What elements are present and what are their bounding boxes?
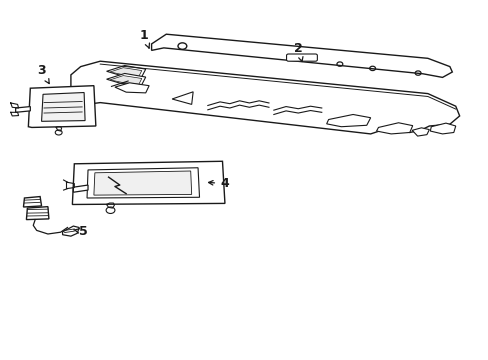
Polygon shape (41, 93, 85, 121)
Polygon shape (23, 197, 41, 207)
Polygon shape (376, 123, 412, 134)
Text: 5: 5 (74, 225, 88, 238)
Polygon shape (429, 123, 455, 134)
Polygon shape (110, 76, 142, 84)
Polygon shape (411, 128, 428, 136)
Polygon shape (151, 34, 451, 77)
Polygon shape (62, 226, 79, 236)
Polygon shape (106, 73, 145, 85)
Text: 2: 2 (293, 42, 303, 62)
Text: 3: 3 (37, 64, 49, 84)
Polygon shape (71, 61, 459, 134)
Polygon shape (110, 68, 142, 76)
Text: 4: 4 (208, 177, 228, 190)
Polygon shape (73, 185, 88, 192)
Polygon shape (326, 114, 370, 127)
Polygon shape (172, 92, 193, 104)
Polygon shape (87, 168, 199, 198)
Polygon shape (26, 207, 49, 220)
Polygon shape (115, 83, 149, 93)
Polygon shape (28, 86, 96, 127)
Polygon shape (72, 161, 224, 204)
Polygon shape (16, 107, 30, 112)
Polygon shape (106, 66, 145, 77)
Polygon shape (94, 171, 191, 195)
Text: 1: 1 (140, 30, 149, 48)
FancyBboxPatch shape (286, 54, 317, 61)
